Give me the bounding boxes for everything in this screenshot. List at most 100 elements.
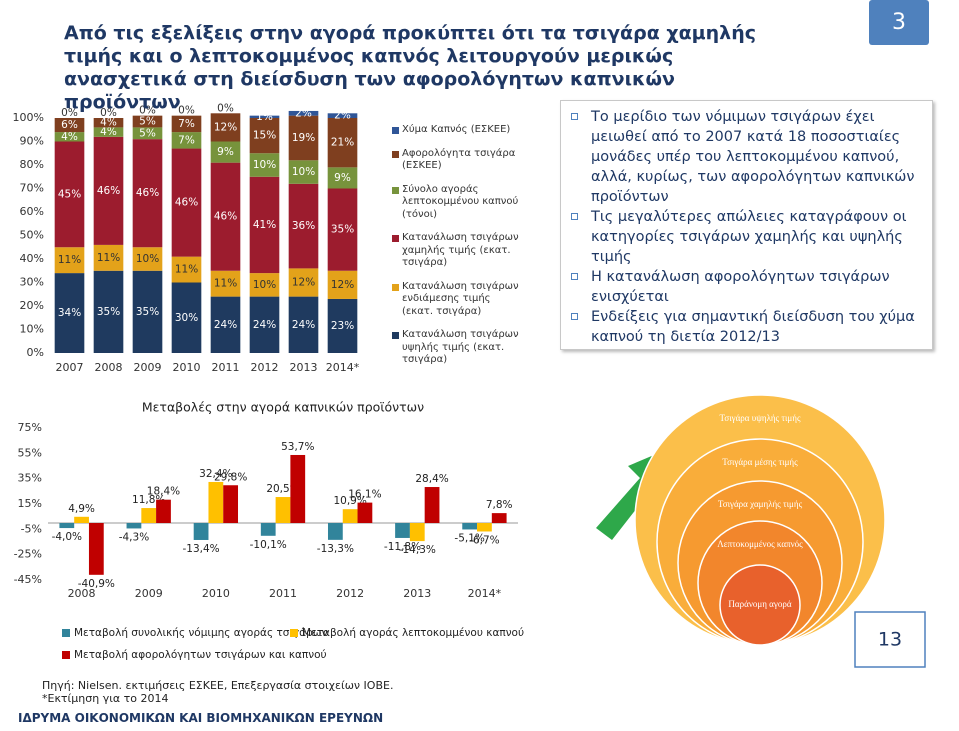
legend-swatch: [392, 283, 399, 291]
legend-label: Κατανάλωση τσιγάρων ενδιάμεσης τιμής (εκ…: [402, 280, 519, 317]
data-label: 4,9%: [68, 503, 95, 515]
data-label: 11%: [58, 254, 81, 266]
data-label: 21%: [331, 137, 354, 149]
y-tick-label: 70%: [20, 182, 44, 195]
data-label: 45%: [58, 188, 81, 200]
data-label: 7%: [178, 118, 195, 130]
y-tick-label: 55%: [18, 446, 42, 459]
data-label: 10%: [253, 159, 276, 171]
data-label: 46%: [175, 197, 198, 209]
data-label: -11,8%: [384, 541, 421, 553]
bar-segment: [132, 115, 163, 128]
bar-segment: [288, 110, 319, 116]
data-label: 53,7%: [281, 441, 314, 453]
footer: ΙΔΡΥΜΑ ΟΙΚΟΝΟΜΙΚΩΝ ΚΑΙ ΒΙΟΜΗΧΑΝΙΚΩΝ ΕΡΕΥ…: [18, 711, 384, 725]
data-label: 6%: [61, 119, 78, 131]
legend-entry: Κατανάλωση τσιγάρων χαμηλής τιμής (εκατ.…: [392, 232, 522, 270]
data-label: 35%: [97, 306, 120, 318]
data-label: 4%: [100, 117, 117, 129]
tier-label: Τσιγάρα μέσης τιμής: [722, 457, 798, 467]
data-label: 5%: [139, 116, 156, 128]
data-label: -40,9%: [78, 578, 115, 590]
y-tick-label: 20%: [20, 299, 44, 312]
bar: [156, 499, 171, 523]
legend-entry: Αφορολόγητα τσιγάρα (ΕΣΚΕΕ): [392, 148, 522, 173]
tier-label: Λεπτοκομμένος καπνός: [717, 539, 803, 549]
bullet: Η κατανάλωση αφορολόγητων τσιγάρων ενισχ…: [571, 267, 924, 307]
legend-entry: Χύμα Καπνός (ΕΣΚΕΕ): [392, 124, 522, 137]
data-label: 35%: [136, 306, 159, 318]
bar: [327, 523, 343, 540]
page-number-box: [854, 611, 926, 668]
y-tick-label: 80%: [20, 158, 44, 171]
legend-swatch: [392, 235, 399, 242]
source: Πηγή: Nielsen. εκτιμήσεις ΕΣΚΕΕ, Επεξεργ…: [42, 679, 394, 692]
bar-segment: [210, 162, 241, 271]
data-label: 46%: [97, 185, 120, 197]
bar-segment: [288, 115, 319, 161]
data-label: -4,0%: [52, 531, 82, 543]
legend-label: Αφορολόγητα τσιγάρα (ΕΣΚΕΕ): [402, 147, 516, 172]
data-label: 5%: [139, 127, 156, 139]
y-tick-label: 15%: [18, 497, 42, 510]
data-label: 1%: [256, 111, 273, 123]
bar-segment: [210, 141, 241, 163]
data-label: 10%: [253, 279, 276, 291]
bar-segment: [171, 282, 202, 353]
bar-segment: [327, 188, 358, 271]
bar-segment: [132, 139, 163, 248]
x-tick-label: 2014*: [468, 587, 502, 600]
bar-segment: [171, 148, 202, 257]
bar: [141, 508, 157, 523]
x-tick-label: 2010: [202, 587, 230, 600]
bar-segment: [54, 118, 85, 133]
x-tick-label: 2007: [56, 361, 84, 374]
bar-segment: [93, 244, 124, 271]
tier-circle: [719, 564, 801, 646]
bar: [260, 523, 276, 536]
bar-segment: [171, 132, 202, 149]
y-tick-label: 10%: [20, 323, 44, 336]
data-label: 9%: [217, 146, 234, 158]
data-label: 11%: [175, 264, 198, 276]
bar-segment: [288, 160, 319, 184]
data-label: 41%: [253, 219, 276, 231]
x-tick-label: 2011: [269, 587, 297, 600]
bar-segment: [249, 296, 280, 353]
data-label: 32,4%: [199, 468, 232, 480]
legend-swatch: [392, 332, 399, 339]
data-label: 24%: [253, 319, 276, 331]
bar-segment: [288, 268, 319, 297]
data-label: -4,3%: [119, 531, 149, 543]
data-label: 19%: [292, 132, 315, 144]
data-label: 12%: [214, 121, 237, 133]
bar: [491, 513, 507, 523]
bar-segment: [249, 115, 280, 118]
bullet: Ενδείξεις για σημαντική διείσδυση του χύ…: [571, 307, 924, 347]
bar-segment: [132, 127, 163, 140]
x-tick-label: 2009: [134, 361, 162, 374]
legend-entry: Κατανάλωση τσιγάρων ενδιάμεσης τιμής (εκ…: [392, 281, 522, 319]
y-tick-label: 40%: [20, 252, 44, 265]
data-label: 12%: [331, 279, 354, 291]
bar-segment: [171, 256, 202, 283]
data-label: 0%: [139, 105, 156, 117]
bar: [424, 487, 440, 523]
bar-segment: [93, 270, 124, 353]
data-label: 7,8%: [486, 499, 513, 511]
data-label: 36%: [292, 220, 315, 232]
y-tick-label: 0%: [27, 346, 44, 359]
legend-label: Σύνολο αγοράς λεπτοκομμένου καπνού (τόνο…: [402, 183, 519, 220]
bar: [462, 523, 478, 530]
bar-segment: [249, 273, 280, 297]
bar: [74, 516, 89, 523]
x-tick-label: 2013: [290, 361, 318, 374]
data-label: 16,1%: [348, 489, 381, 501]
data-label: 28,4%: [415, 473, 448, 485]
tier-label: Παράνομη αγορά: [728, 599, 791, 609]
legend-swatch: [392, 127, 399, 134]
data-label: 9%: [334, 172, 351, 184]
y-tick-label: 30%: [20, 276, 44, 289]
data-label: 2%: [295, 107, 312, 119]
data-label: 10%: [136, 253, 159, 265]
